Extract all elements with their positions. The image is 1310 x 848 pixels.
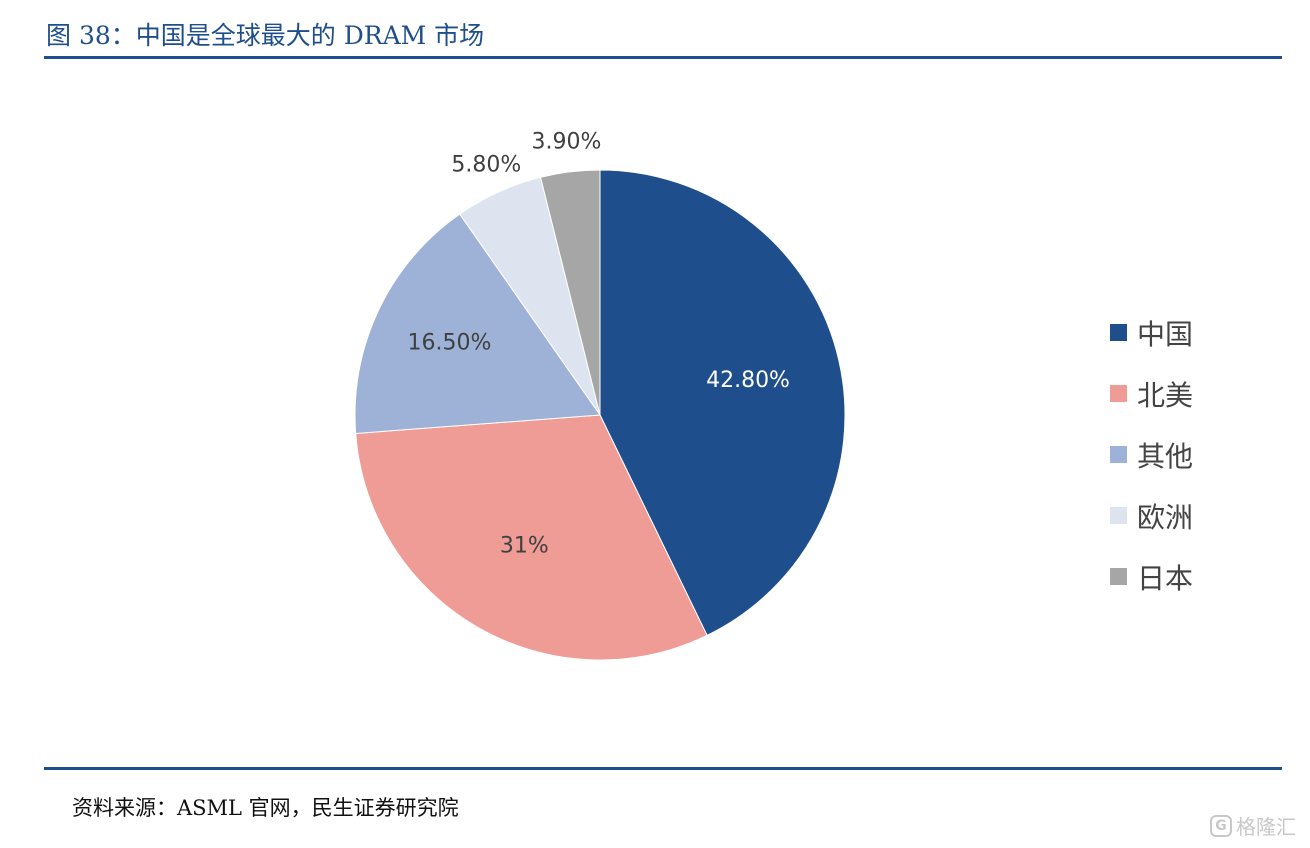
legend-item-europe: 欧洲 bbox=[1110, 485, 1193, 546]
label-japan: 3.90% bbox=[532, 130, 602, 155]
legend-item-north-america: 北美 bbox=[1110, 363, 1193, 424]
slice-china bbox=[599, 169, 846, 637]
watermark-logo-icon: G bbox=[1210, 814, 1232, 837]
watermark-text: 格隆汇 bbox=[1236, 815, 1296, 839]
legend-item-others: 其他 bbox=[1110, 424, 1193, 485]
watermark: G 格隆汇 bbox=[1210, 811, 1296, 840]
label-europe: 5.80% bbox=[451, 152, 521, 177]
legend-item-china: 中国 bbox=[1110, 302, 1193, 363]
source-note: 资料来源：ASML 官网，民生证券研究院 bbox=[72, 796, 459, 820]
legend-label: 其他 bbox=[1137, 439, 1194, 473]
legend-swatch bbox=[1110, 385, 1127, 402]
legend-swatch bbox=[1110, 324, 1127, 341]
label-others: 16.50% bbox=[408, 331, 492, 356]
legend-label: 日本 bbox=[1137, 561, 1194, 595]
legend-swatch bbox=[1110, 507, 1127, 524]
slice-japan bbox=[539, 169, 601, 416]
label-china: 42.80% bbox=[706, 368, 790, 393]
legend-item-japan: 日本 bbox=[1110, 546, 1193, 607]
title-rule bbox=[44, 56, 1282, 59]
slice-others bbox=[354, 213, 601, 434]
legend: 中国 北美 其他 欧洲 日本 bbox=[1110, 302, 1193, 607]
legend-swatch bbox=[1110, 568, 1127, 585]
legend-label: 欧洲 bbox=[1137, 500, 1194, 534]
label-north-america: 31% bbox=[500, 534, 549, 559]
source-rule bbox=[44, 767, 1282, 770]
legend-label: 北美 bbox=[1137, 378, 1194, 412]
figure-title: 图 38：中国是全球最大的 DRAM 市场 bbox=[46, 21, 485, 50]
slice-north-america bbox=[355, 414, 708, 661]
legend-label: 中国 bbox=[1137, 317, 1194, 351]
legend-swatch bbox=[1110, 446, 1127, 463]
